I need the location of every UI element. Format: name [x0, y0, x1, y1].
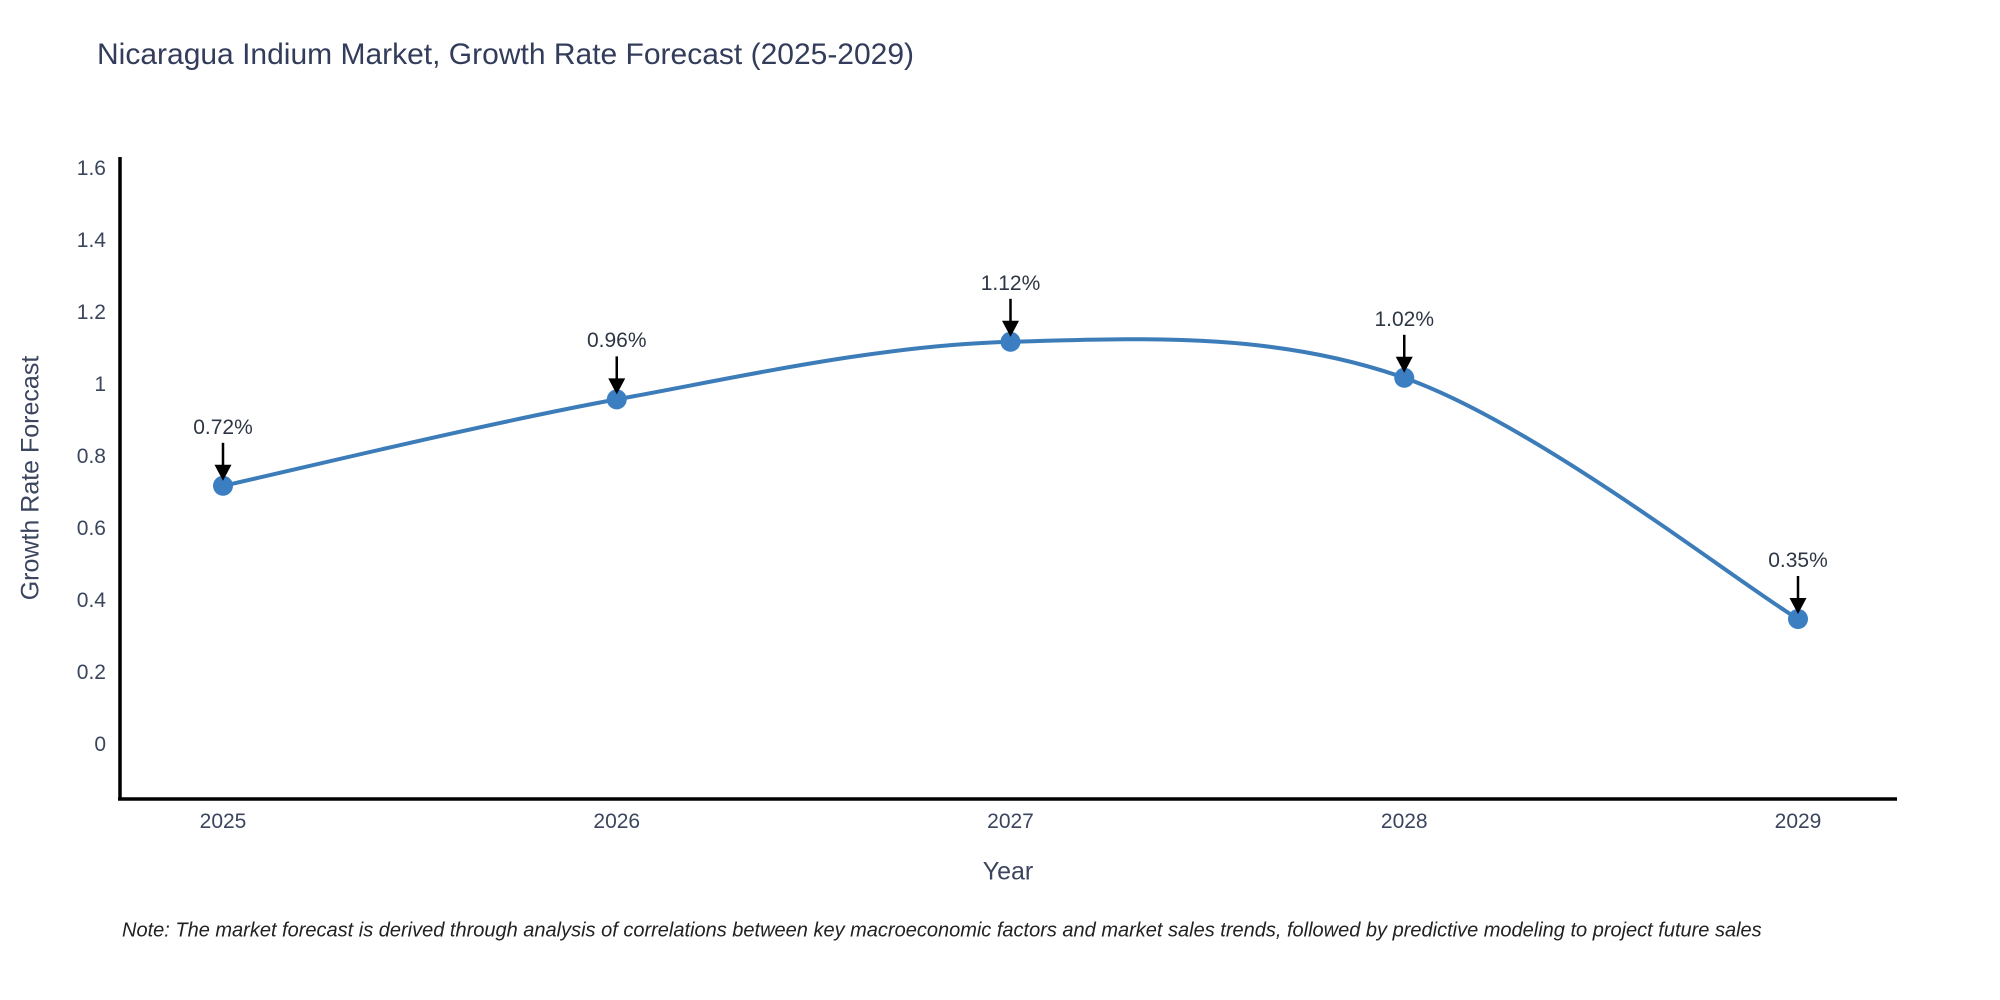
point-value-annotation: 0.35% — [1768, 549, 1828, 572]
data-point-marker — [1394, 367, 1415, 388]
y-tick-label: 1 — [94, 373, 106, 396]
x-tick-label: 2028 — [1380, 810, 1428, 833]
data-point-marker — [1000, 331, 1021, 352]
annotation-arrowhead — [608, 378, 626, 395]
y-tick-label: 0.2 — [76, 661, 106, 684]
y-tick-label: 0.8 — [76, 445, 106, 468]
point-value-annotation: 0.96% — [586, 329, 647, 353]
x-tick-label: 2027 — [987, 810, 1034, 833]
x-tick-label: 2029 — [1774, 810, 1822, 833]
y-tick-label: 1.4 — [76, 229, 106, 252]
annotation-arrowhead — [1395, 356, 1413, 373]
y-tick-label: 0 — [94, 733, 106, 756]
data-point-marker — [1788, 609, 1808, 629]
x-tick-label: 2025 — [199, 810, 247, 833]
x-tick-label: 2026 — [593, 810, 641, 833]
y-tick-label: 1.2 — [76, 301, 106, 324]
annotation-arrowhead — [1789, 598, 1807, 614]
y-tick-label: 0.6 — [76, 517, 106, 540]
x-axis-title: Year — [982, 857, 1034, 886]
y-tick-label: 1.6 — [76, 157, 106, 180]
chart-title: Nicaragua Indium Market, Growth Rate For… — [97, 38, 915, 71]
y-tick-label: 0.4 — [76, 589, 106, 612]
point-value-annotation: 0.72% — [193, 415, 253, 439]
point-value-annotation: 1.12% — [980, 271, 1041, 295]
annotation-arrowhead — [1002, 320, 1019, 337]
annotation-arrowhead — [214, 464, 232, 481]
axis-lines — [118, 157, 1897, 801]
data-point-marker — [606, 389, 627, 410]
point-value-annotation: 1.02% — [1374, 307, 1435, 331]
footnote: Note: The market forecast is derived thr… — [122, 919, 1762, 942]
trend-line — [222, 337, 1800, 621]
data-point-marker — [213, 475, 233, 496]
